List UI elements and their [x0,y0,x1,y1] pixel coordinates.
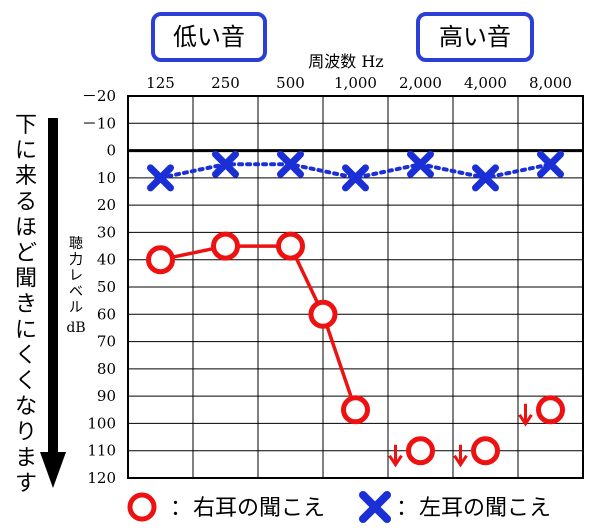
data-point [308,299,338,329]
side-note-char: 聞 [15,267,37,292]
side-note-char: く [15,343,37,368]
plot-frame [127,95,584,479]
data-point [277,150,304,178]
y-tick-label: 70 [97,333,116,351]
scale-out-arrowhead [518,413,533,427]
x-tick-label: 1,000 [334,74,377,92]
side-note-char: き [15,292,37,317]
y-tick-label: 100 [87,414,116,432]
y-tick-label: 40 [97,251,116,269]
side-note-char: ほ [15,215,37,240]
side-note-char: な [15,395,37,420]
legend-right-colon: ： [170,496,192,521]
x-tick-label: 2,000 [399,74,442,92]
legend-left-colon: ： [396,496,418,521]
low-sound-box: 低い音 [151,12,267,62]
y-axis-label-char: 力 [69,252,83,268]
data-point [146,245,175,275]
x-tick-label: 500 [276,74,305,92]
series-left-ear [147,150,564,192]
y-tick-label: 50 [97,278,116,296]
scale-out-arrowhead [453,454,468,468]
data-point [211,231,240,261]
low-sound-label: 低い音 [173,23,245,51]
data-point [212,150,239,178]
side-note-char: に [15,139,37,164]
series-right-ear [146,231,565,468]
data-point [536,395,565,425]
side-note-char: ま [15,446,37,471]
side-note-char: る [15,190,37,215]
x-tick-label: 125 [146,74,175,92]
y-axis-label-char: 聴 [69,236,83,252]
y-axis-label-unit: dB [66,320,85,336]
side-note-char: 下 [15,113,37,138]
side-note-char: す [15,471,37,496]
x-tick-label: 4,000 [464,74,507,92]
high-sound-label: 高い音 [439,23,511,51]
y-tick-label: 120 [87,469,116,487]
y-axis-label-char: ル [69,300,83,316]
data-point [342,164,369,192]
side-note-char: 来 [15,164,37,189]
x-tick-labels: 125 250 500 1,000 2,000 4,000 8,000 [146,74,572,92]
y-tick-label: 80 [97,360,116,378]
x-tick-label: 8,000 [529,74,572,92]
data-point [276,231,305,261]
data-point [341,395,370,425]
data-point [472,164,499,192]
side-note-char: く [15,369,37,394]
y-tick-labels: －20 －10 0 10 20 30 40 50 60 70 80 90 100 110 120 [82,87,116,487]
y-tick-label: 110 [87,442,116,460]
data-point [407,150,434,178]
data-point [471,436,500,466]
series-layer [146,150,565,468]
down-arrow-icon [40,118,66,488]
y-tick-label: 30 [97,223,116,241]
scale-out-arrowhead [388,454,403,468]
legend-right-label: 右耳の聞こえ [193,496,325,521]
y-tick-label: －20 [82,87,116,105]
y-axis-label-char: ベ [69,284,83,300]
high-sound-box: 高い音 [416,12,534,62]
legend: ： 右耳の聞こえ ： 左耳の聞こえ [127,491,551,523]
y-tick-label: －10 [82,114,116,132]
side-note-char: に [15,318,37,343]
legend-left-ear-marker [359,491,391,523]
data-point [537,150,564,178]
y-tick-label: 20 [97,196,116,214]
y-tick-label: 10 [97,169,116,187]
data-point [406,436,435,466]
data-point [147,164,174,192]
side-note-char: ど [15,241,37,266]
y-tick-label: 90 [97,387,116,405]
side-note-char: り [15,420,37,445]
frequency-header: 周波数 Hz [308,52,383,71]
x-tick-label: 250 [211,74,240,92]
legend-left-label: 左耳の聞こえ [419,496,551,521]
legend-right-ear-marker [127,492,157,522]
y-axis-label-char: レ [69,268,83,284]
grid [127,95,584,479]
y-tick-label: 60 [97,305,116,323]
y-tick-label: 0 [106,142,116,160]
